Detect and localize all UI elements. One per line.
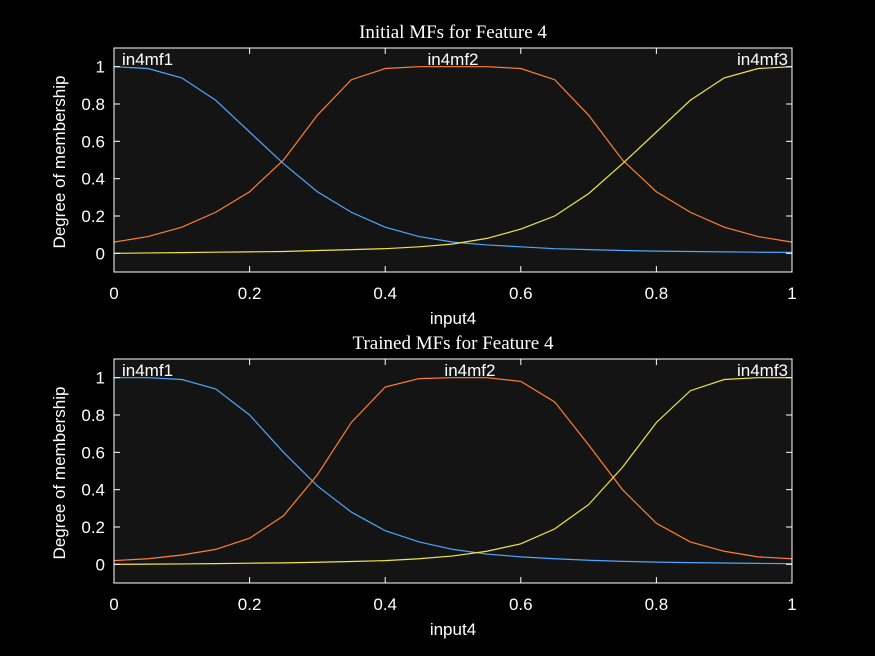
plot-area	[114, 48, 792, 272]
x-tick-label: 0	[109, 284, 118, 303]
axis-box	[113, 358, 793, 584]
x-tick-label: 1	[787, 595, 796, 614]
chart-panel-1: Initial MFs for Feature 4 0 0.2 0.4 0.6 0.8 1 0…	[50, 22, 797, 328]
y-tick-label: 0.8	[81, 95, 105, 114]
series-line-in4mf1	[113, 66, 793, 253]
y-tick-label: 0	[96, 555, 105, 574]
mf-label-in4mf2: in4mf2	[427, 50, 478, 69]
y-tick-label: 0.2	[81, 207, 105, 226]
y-axis-label: Degree of membership	[50, 387, 69, 560]
series-line-in4mf3	[113, 377, 792, 565]
x-tick-label: 0	[109, 595, 118, 614]
y-tick-label: 0.4	[81, 170, 105, 189]
axis-box	[113, 47, 793, 273]
y-tick-label: 1	[96, 369, 105, 388]
x-axis-label: input4	[430, 620, 476, 639]
mf-label-in4mf1: in4mf1	[122, 361, 173, 380]
chart-title: Trained MFs for Feature 4	[353, 333, 554, 354]
y-tick-label: 0.4	[81, 481, 105, 500]
y-tick-label: 0.6	[81, 443, 105, 462]
mf-label-in4mf1: in4mf1	[122, 50, 173, 69]
mf-label-in4mf2: in4mf2	[444, 361, 495, 380]
x-axis-label: input4	[430, 309, 476, 328]
chart-title: Initial MFs for Feature 4	[359, 22, 547, 43]
x-tick-label: 0.4	[373, 284, 397, 303]
series-line-in4mf1	[114, 377, 793, 565]
chart-panel-2: Trained MFs for Feature 4 0 0.2 0.4 0.6 0.8 1 0…	[50, 333, 797, 639]
x-tick-label: 0.4	[373, 595, 397, 614]
y-tick-label: 0.6	[81, 132, 105, 151]
y-axis-label: Degree of membership	[50, 76, 69, 249]
x-tick-label: 0.8	[645, 595, 669, 614]
x-tick-label: 0.8	[645, 284, 669, 303]
y-tick-label: 1	[96, 58, 105, 77]
series-line-in4mf2	[113, 377, 793, 562]
x-tick-label: 0.2	[238, 284, 262, 303]
x-tick-label: 0.2	[238, 595, 262, 614]
x-tick-label: 1	[787, 284, 796, 303]
series-line-in4mf2	[113, 66, 793, 243]
mf-label-in4mf3: in4mf3	[737, 361, 788, 380]
x-tick-label: 0.6	[509, 595, 533, 614]
y-tick-label: 0.8	[81, 406, 105, 425]
y-tick-label: 0	[96, 244, 105, 263]
mf-label-in4mf3: in4mf3	[737, 50, 788, 69]
y-tick-label: 0.2	[81, 518, 105, 537]
x-tick-label: 0.6	[509, 284, 533, 303]
series-line-in4mf3	[113, 66, 793, 254]
